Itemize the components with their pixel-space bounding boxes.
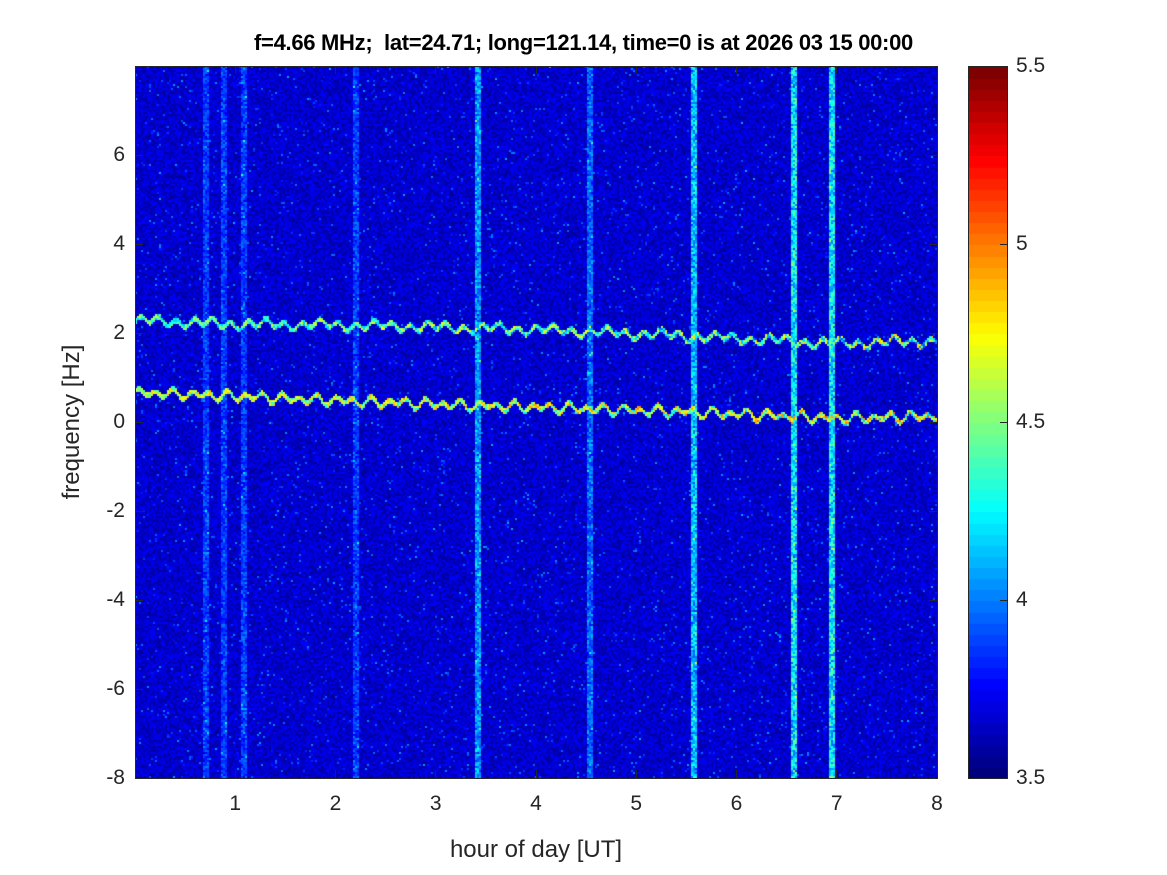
y-tick-mark	[929, 154, 937, 156]
colorbar-tick-mark	[1000, 777, 1007, 779]
colorbar-tick-mark	[1000, 421, 1007, 423]
spectrogram-heatmap	[135, 66, 937, 778]
y-tick-mark	[135, 332, 143, 334]
x-tick-label: 6	[730, 792, 743, 815]
x-axis-label: hour of day [UT]	[449, 836, 623, 863]
x-tick-mark	[535, 770, 537, 778]
y-tick-mark	[135, 243, 143, 245]
y-tick-label: 6	[113, 143, 125, 166]
y-tick-mark	[135, 510, 143, 512]
x-tick-mark	[635, 66, 637, 74]
y-tick-mark	[135, 777, 143, 779]
x-tick-mark	[234, 770, 236, 778]
y-tick-label: -8	[106, 766, 125, 789]
y-tick-label: -4	[106, 588, 125, 611]
y-tick-mark	[929, 510, 937, 512]
x-tick-mark	[535, 66, 537, 74]
chart-title: f=4.66 MHz; lat=24.71; long=121.14, time…	[254, 30, 913, 55]
colorbar-tick-label: 4	[1016, 588, 1028, 611]
y-tick-label: -6	[106, 677, 125, 700]
colorbar-tick-label: 4.5	[1016, 410, 1046, 433]
y-tick-mark	[135, 154, 143, 156]
y-tick-mark	[135, 599, 143, 601]
x-tick-label: 1	[229, 792, 242, 815]
y-tick-label: 0	[113, 410, 125, 433]
x-tick-mark	[335, 66, 336, 74]
y-tick-mark	[929, 243, 937, 245]
y-tick-label: 2	[113, 321, 125, 344]
y-tick-mark	[929, 599, 937, 601]
y-tick-mark	[929, 688, 937, 690]
x-tick-mark	[836, 66, 838, 74]
x-tick-mark	[936, 66, 938, 74]
y-tick-mark	[929, 777, 937, 779]
y-tick-mark	[929, 332, 937, 334]
x-tick-mark	[234, 66, 236, 74]
x-tick-mark	[635, 770, 637, 778]
x-tick-label: 3	[429, 792, 442, 815]
x-tick-mark	[736, 770, 737, 778]
y-tick-label: -2	[106, 499, 125, 522]
y-tick-mark	[135, 688, 143, 690]
x-tick-label: 2	[329, 792, 342, 815]
y-tick-mark	[929, 421, 937, 423]
x-tick-label: 8	[931, 792, 943, 815]
x-tick-label: 5	[630, 792, 643, 815]
y-tick-label: 4	[113, 232, 125, 255]
x-tick-label: 4	[530, 792, 542, 815]
plot-area	[135, 66, 937, 778]
colorbar-tick-mark	[1000, 243, 1007, 245]
colorbar-tick-label: 5.5	[1016, 54, 1046, 77]
x-tick-mark	[335, 770, 336, 778]
colorbar-tick-mark	[1000, 599, 1007, 601]
x-tick-mark	[435, 770, 437, 778]
y-tick-mark	[135, 421, 143, 423]
colorbar-tick-mark	[1000, 65, 1007, 67]
colorbar-tick-label: 5	[1016, 232, 1028, 255]
x-tick-mark	[736, 66, 737, 74]
x-tick-mark	[435, 66, 437, 74]
x-tick-mark	[936, 770, 938, 778]
colorbar-tick-label: 3.5	[1016, 766, 1046, 789]
x-tick-mark	[836, 770, 838, 778]
x-tick-label: 7	[830, 792, 843, 815]
